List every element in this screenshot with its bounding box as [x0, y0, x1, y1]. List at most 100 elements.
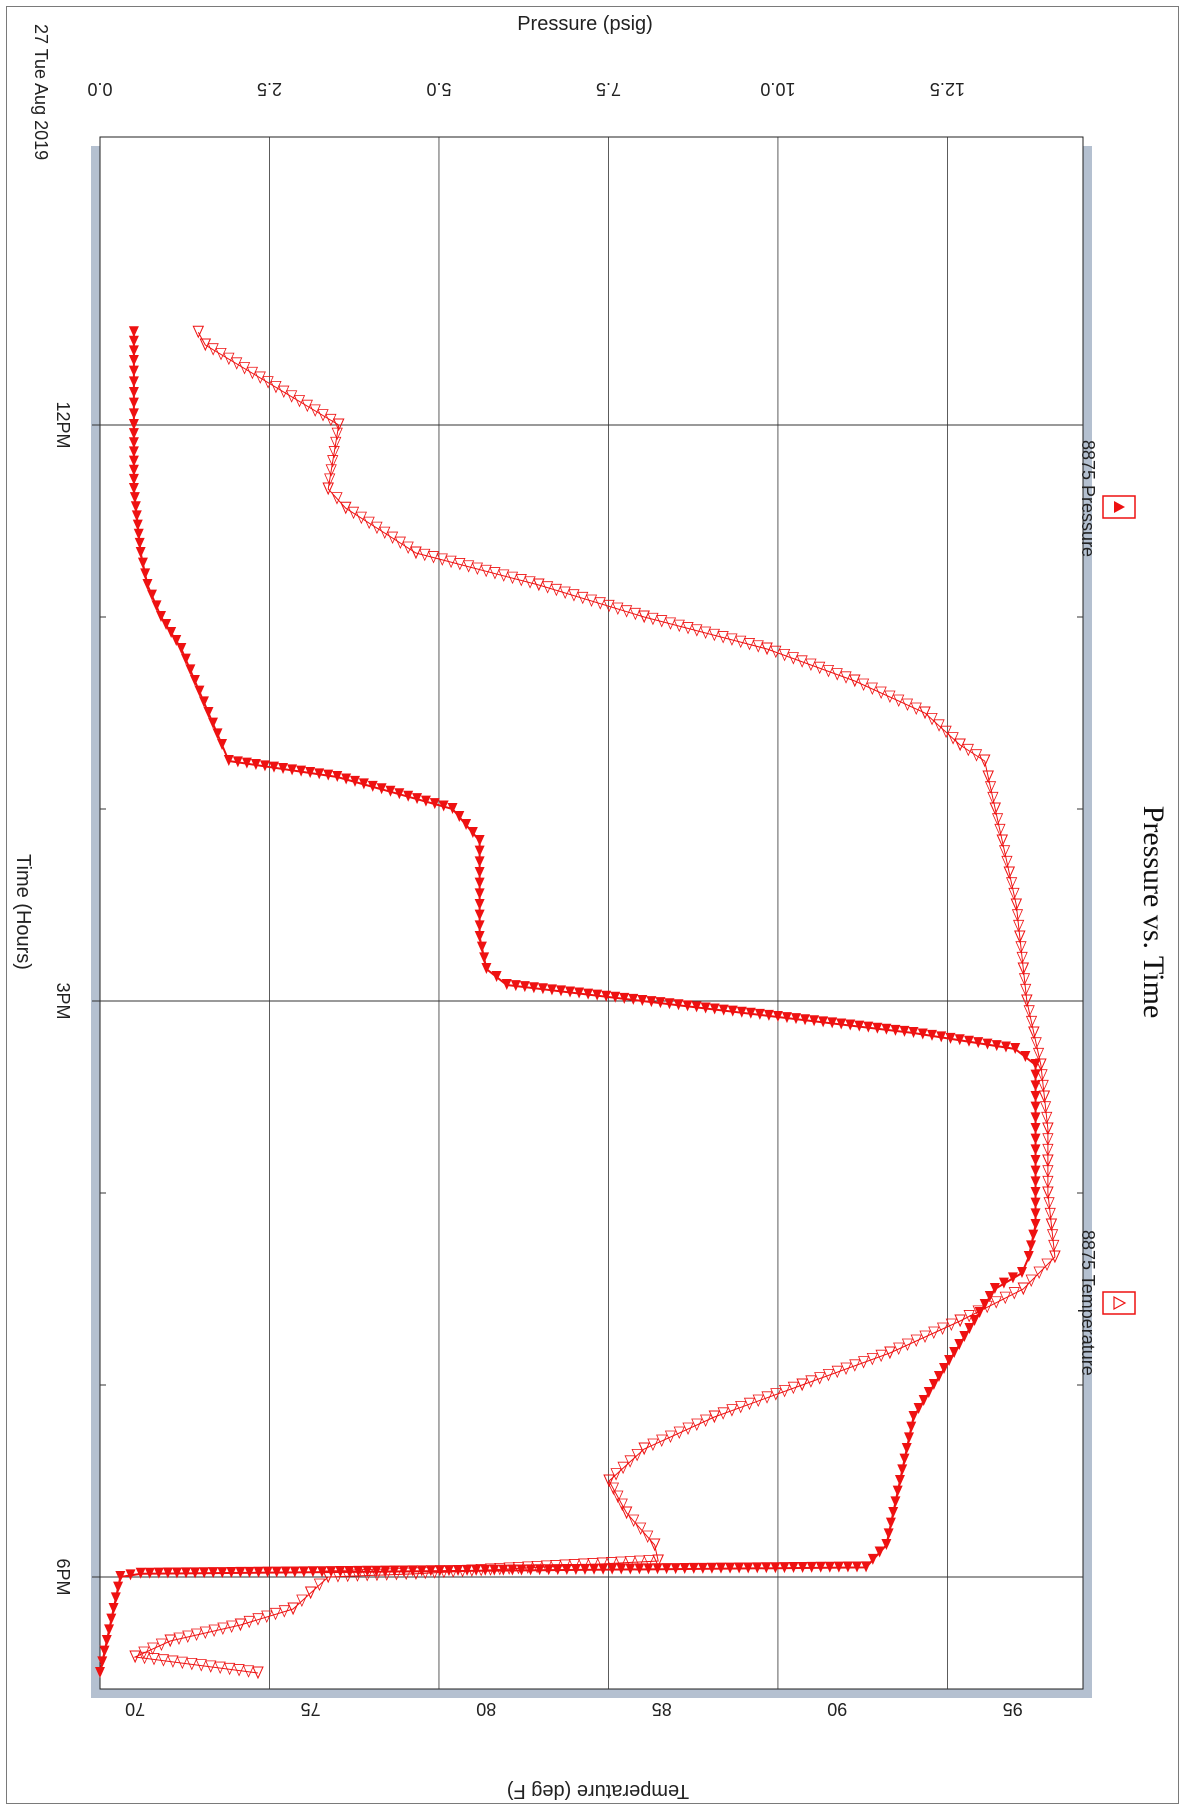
temperature-marker — [805, 1375, 817, 1388]
pressure-marker — [555, 985, 566, 997]
pressure-tick-label: 2.5 — [257, 79, 282, 99]
pressure-marker — [519, 981, 530, 993]
pressure-marker — [652, 1563, 663, 1575]
axis-labels: Pressure vs. Time 27 Tue Aug 2019 Time (… — [12, 24, 1170, 1018]
temperature-marker — [1008, 1287, 1020, 1300]
pressure-marker — [616, 1563, 627, 1575]
pressure-marker — [223, 755, 234, 766]
pressure-marker — [565, 986, 576, 998]
temperature-marker — [278, 1605, 290, 1618]
temperature-marker — [1021, 994, 1033, 1008]
pressure-marker — [525, 1564, 536, 1576]
temperature-marker — [129, 1650, 141, 1664]
temperature-marker — [456, 1564, 469, 1578]
pressure-marker — [412, 793, 423, 805]
pressure-marker — [867, 1553, 878, 1565]
pressure-marker — [824, 1561, 835, 1573]
temperature-marker — [656, 1434, 668, 1447]
pressure-marker — [797, 1561, 808, 1573]
pressure-marker — [467, 827, 478, 838]
temperature-marker — [612, 602, 624, 615]
pressure-marker — [1030, 1187, 1041, 1198]
temperature-marker — [624, 1455, 636, 1468]
temperature-marker — [1043, 1197, 1055, 1210]
temperature-marker — [919, 1330, 931, 1343]
temperature-marker — [726, 633, 738, 646]
pressure-marker — [305, 767, 316, 778]
temperature-marker — [148, 1653, 160, 1666]
pressure-marker — [908, 1411, 919, 1422]
temperature-marker — [332, 418, 345, 432]
temperature-marker — [787, 1381, 799, 1395]
x-axis-label: Time (Hours) — [12, 854, 34, 970]
pressure-marker — [151, 600, 162, 612]
pressure-marker — [146, 589, 157, 601]
pressure-marker — [232, 756, 243, 768]
temperature-marker — [157, 1654, 170, 1667]
pressure-marker — [344, 1565, 355, 1577]
pressure-marker — [913, 1403, 924, 1414]
pressure-tick-label: 0.0 — [87, 79, 112, 99]
pressure-marker — [510, 980, 521, 992]
temperature-marker — [138, 1651, 151, 1665]
temperature-marker — [866, 1353, 878, 1366]
pressure-marker — [185, 664, 196, 676]
pressure-marker — [1030, 1059, 1041, 1070]
pressure-marker — [180, 653, 191, 665]
pressure-tick-label: 7.5 — [596, 79, 621, 99]
temperature-marker — [857, 678, 870, 691]
pressure-marker — [307, 1566, 318, 1578]
temperature-marker — [840, 671, 852, 684]
temperature-marker — [361, 1569, 373, 1582]
temperature-marker — [620, 1506, 633, 1520]
pressure-marker — [314, 768, 325, 780]
temperature-marker — [332, 1570, 344, 1583]
temperature-marker — [805, 658, 817, 671]
temperature-marker — [1018, 973, 1031, 986]
pressure-marker — [341, 773, 352, 785]
temperature-marker — [628, 1514, 640, 1527]
pressure-marker — [371, 1565, 382, 1577]
temperature-marker — [901, 698, 914, 711]
temperature-marker — [246, 366, 259, 380]
temperature-marker — [287, 1602, 299, 1616]
pressure-marker — [1030, 1219, 1041, 1230]
temperature-marker — [568, 1559, 580, 1572]
chart-title: Pressure vs. Time — [1137, 806, 1170, 1019]
temperature-marker — [840, 1362, 852, 1375]
pressure-marker — [863, 1021, 874, 1033]
temperature-marker — [998, 845, 1011, 858]
pressure-marker — [101, 1635, 112, 1646]
temperature-marker — [647, 612, 659, 626]
pressure-marker — [842, 1561, 853, 1573]
pressure-marker — [241, 757, 252, 769]
temperature-marker — [254, 371, 266, 384]
pressure-marker — [745, 1007, 756, 1019]
temperature-marker — [339, 501, 352, 515]
pressure-marker — [95, 1667, 105, 1678]
temperature-marker — [286, 390, 298, 403]
pressure-marker — [601, 990, 612, 1002]
temperature-marker — [1038, 1090, 1051, 1104]
temperature-marker — [901, 1338, 914, 1351]
pressure-marker — [1016, 1267, 1027, 1278]
right-axis-label-group: Temperature (deg F) — [507, 1780, 689, 1802]
temperature-marker — [682, 1422, 694, 1435]
temperature-marker — [324, 473, 336, 486]
pressure-marker — [132, 519, 143, 531]
temperature-marker — [1028, 1026, 1040, 1040]
pressure-marker — [280, 1566, 291, 1578]
temperature-marker — [296, 1594, 308, 1607]
temperature-marker — [322, 1570, 334, 1584]
pressure-marker — [890, 1024, 901, 1036]
pressure-marker — [166, 627, 177, 638]
temperature-marker — [1041, 1258, 1053, 1271]
temperature-marker — [954, 738, 966, 752]
pressure-marker — [134, 537, 145, 549]
pressure-marker — [362, 1565, 373, 1577]
temperature-marker — [849, 1359, 861, 1372]
pressure-marker — [592, 989, 603, 1001]
pressure-marker — [323, 769, 334, 781]
pressure-marker — [99, 1645, 110, 1657]
pressure-marker — [688, 1562, 699, 1574]
